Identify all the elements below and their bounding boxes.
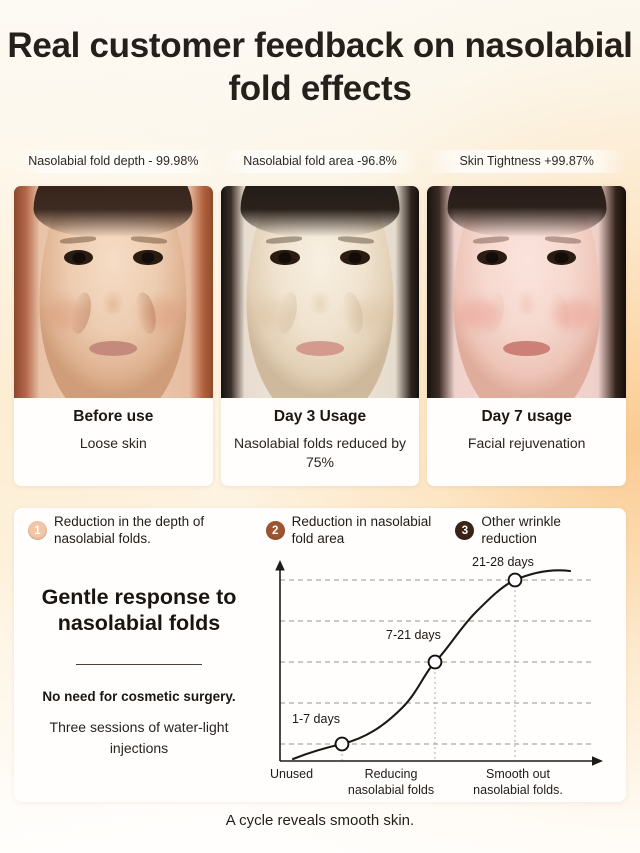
benefit-item-2: 2 Reduction in nasolabial fold area: [265, 513, 456, 548]
stat-badge-fold-depth: Nasolabial fold depth - 99.98%: [14, 150, 213, 173]
chart-xtick-unused: Unused: [270, 767, 313, 781]
photo-card-day-7: Day 7 usage Facial rejuvenation: [427, 186, 627, 486]
benefit-item-3-label: Other wrinkle reduction: [481, 514, 561, 547]
copy-body: Three sessions of water-light injections: [49, 719, 229, 756]
results-panel: [14, 508, 626, 802]
photo-card-caption: Loose skin: [79, 435, 147, 451]
chart-annotation-3: 21-28 days: [472, 556, 534, 569]
face-image-day-3: [220, 186, 420, 398]
stat-badge-skin-tightness: Skin Tightness +99.87%: [427, 150, 627, 173]
chart-annotation-1: 1-7 days: [292, 712, 340, 726]
progress-chart: 1-7 days 7-21 days 21-28 days Unused Red…: [262, 556, 612, 806]
photo-card-heading: Before use: [73, 408, 154, 425]
photo-card-heading: Day 7 usage: [481, 408, 572, 425]
copy-block: Gentle response to nasolabial folds No n…: [20, 584, 258, 758]
photo-card-before-use: Before use Loose skin: [14, 186, 213, 486]
copy-divider: [76, 664, 202, 666]
stats-row: Nasolabial fold depth - 99.98% Nasolabia…: [14, 150, 627, 173]
progress-chart-svg: 1-7 days 7-21 days 21-28 days Unused Red…: [270, 556, 603, 797]
chart-data-points: [334, 572, 523, 752]
stat-badge-fold-area: Nasolabial fold area -96.8%: [220, 150, 420, 173]
face-image-before-use: [14, 186, 213, 398]
chart-xtick-reducing-line2: nasolabial folds: [348, 783, 434, 797]
photo-card-day-3: Day 3 Usage Nasolabial folds reduced by …: [220, 186, 420, 486]
number-badge-1-icon: 1: [28, 521, 47, 540]
chart-droplines: [341, 580, 516, 761]
footnote: A cycle reveals smooth skin.: [225, 812, 415, 829]
number-badge-2-icon: 2: [265, 521, 285, 540]
chart-axes: [275, 560, 603, 766]
benefit-item-3: 3 Other wrinkle reduction: [455, 513, 620, 548]
photo-card-caption: Nasolabial folds reduced by 75%: [234, 435, 406, 470]
page-title: Real customer feedback on nasolabial fol…: [7, 26, 633, 109]
photo-day-3: [220, 186, 420, 398]
chart-xtick-smooth-line1: Smooth out: [486, 767, 550, 781]
chart-xtick-reducing-line1: Reducing: [365, 767, 418, 781]
photo-card-caption: Facial rejuvenation: [467, 435, 586, 451]
chart-xtick-smooth-line2: nasolabial folds.: [473, 783, 563, 797]
number-badge-3-icon: 3: [455, 521, 475, 540]
face-image-day-7: [427, 186, 627, 398]
copy-bold-line: No need for cosmetic surgery.: [42, 689, 236, 705]
photo-cards-row: Before use Loose skin Day 3 Usage Nasola…: [14, 186, 627, 486]
benefit-item-1: 1 Reduction in the depth of nasolabial f…: [28, 513, 266, 548]
photo-day-7: [427, 186, 627, 398]
copy-heading: Gentle response to nasolabial folds: [41, 585, 237, 636]
benefit-item-1-label: Reduction in the depth of nasolabial fol…: [54, 514, 205, 547]
chart-annotation-2: 7-21 days: [386, 628, 441, 642]
benefit-item-2-label: Reduction in nasolabial fold area: [291, 514, 432, 547]
photo-before-use: [14, 186, 213, 398]
photo-card-heading: Day 3 Usage: [273, 408, 367, 425]
benefit-list: 1 Reduction in the depth of nasolabial f…: [28, 513, 620, 548]
